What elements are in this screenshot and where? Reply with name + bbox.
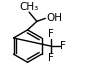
Text: OH: OH bbox=[46, 13, 62, 23]
Text: CH₃: CH₃ bbox=[20, 2, 39, 12]
Text: F: F bbox=[48, 29, 54, 39]
Text: F: F bbox=[60, 41, 66, 51]
Text: F: F bbox=[48, 53, 54, 63]
